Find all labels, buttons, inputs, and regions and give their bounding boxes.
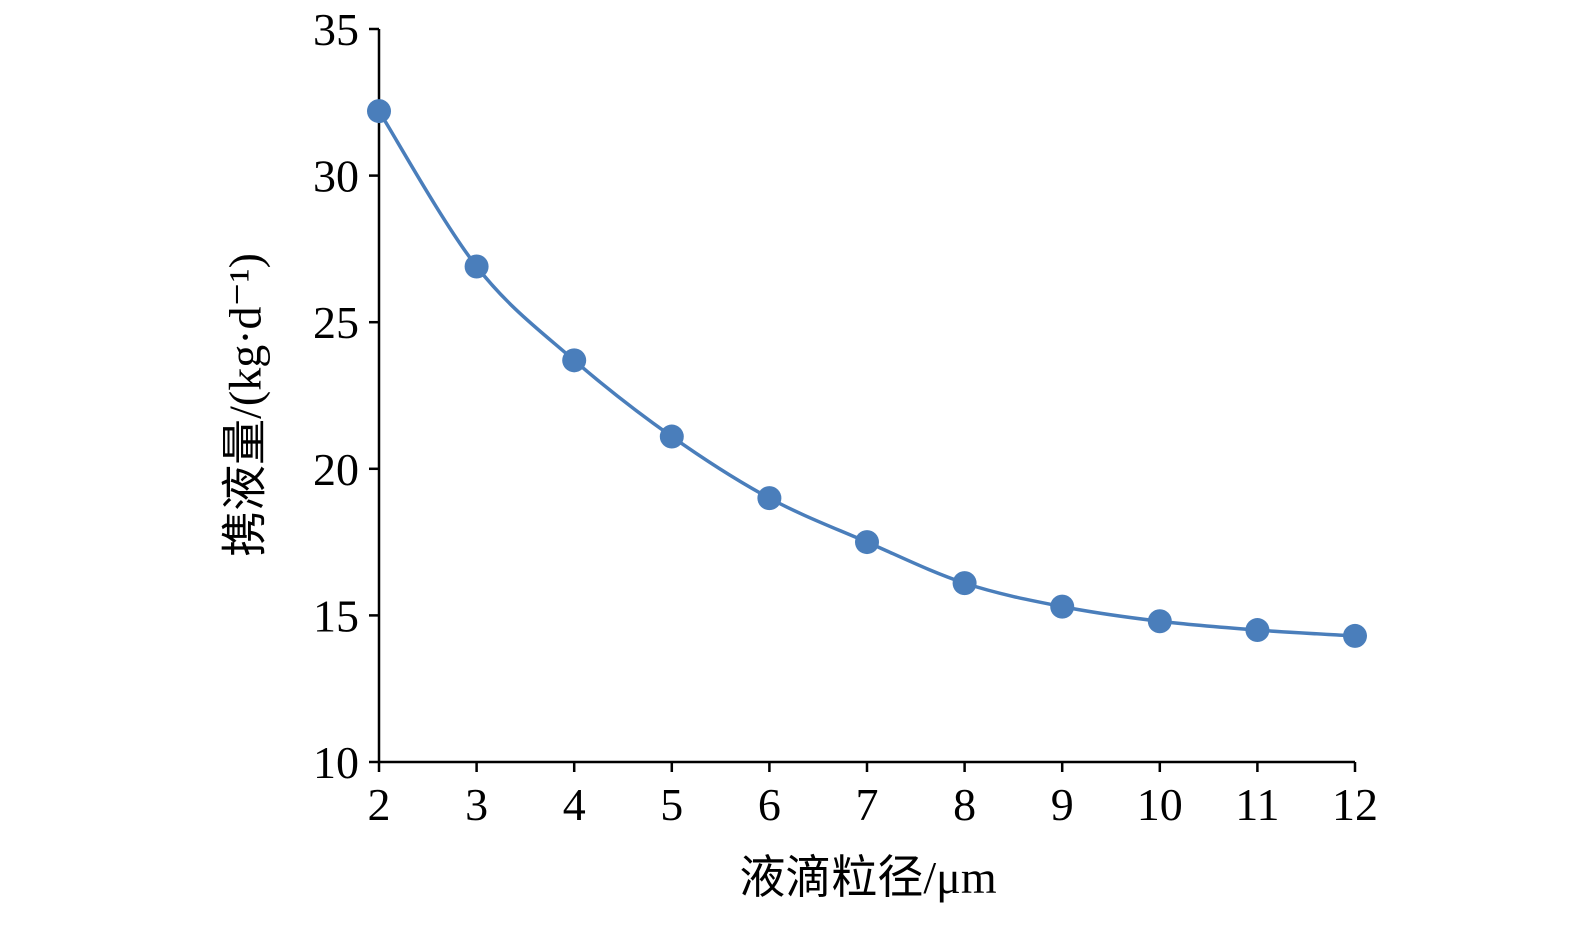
x-tick-label: 2 [368, 779, 391, 830]
marker [855, 530, 879, 555]
marker [659, 424, 684, 449]
y-tick-label: 20 [313, 444, 359, 495]
x-tick-label: 6 [758, 779, 781, 830]
x-tick-label: 12 [1332, 779, 1378, 830]
marker [464, 254, 489, 279]
marker [1147, 609, 1172, 634]
y-tick-label: 10 [313, 737, 359, 788]
x-axis-label: 液滴粒径/μm [739, 852, 996, 903]
marker [1245, 618, 1270, 643]
y-tick-label: 35 [313, 4, 359, 55]
marker [1343, 623, 1367, 648]
x-tick-label: 9 [1051, 779, 1074, 830]
y-tick-label: 15 [313, 590, 359, 641]
y-axis-label: 携液量/(kg·d⁻¹) [220, 253, 271, 557]
marker [757, 486, 782, 511]
marker [367, 99, 391, 124]
marker [1050, 594, 1075, 619]
x-tick-label: 11 [1235, 779, 1279, 830]
x-tick-label: 7 [856, 779, 879, 830]
marker [952, 571, 977, 596]
line [377, 110, 1356, 638]
marker [562, 348, 587, 373]
x-tick-label: 10 [1137, 779, 1183, 830]
y-tick-label: 25 [313, 297, 359, 348]
y-tick-label: 30 [313, 151, 359, 202]
x-tick-label: 4 [563, 779, 586, 830]
x-tick-label: 3 [465, 779, 488, 830]
x-tick-label: 8 [953, 779, 976, 830]
x-tick-label: 5 [660, 779, 683, 830]
